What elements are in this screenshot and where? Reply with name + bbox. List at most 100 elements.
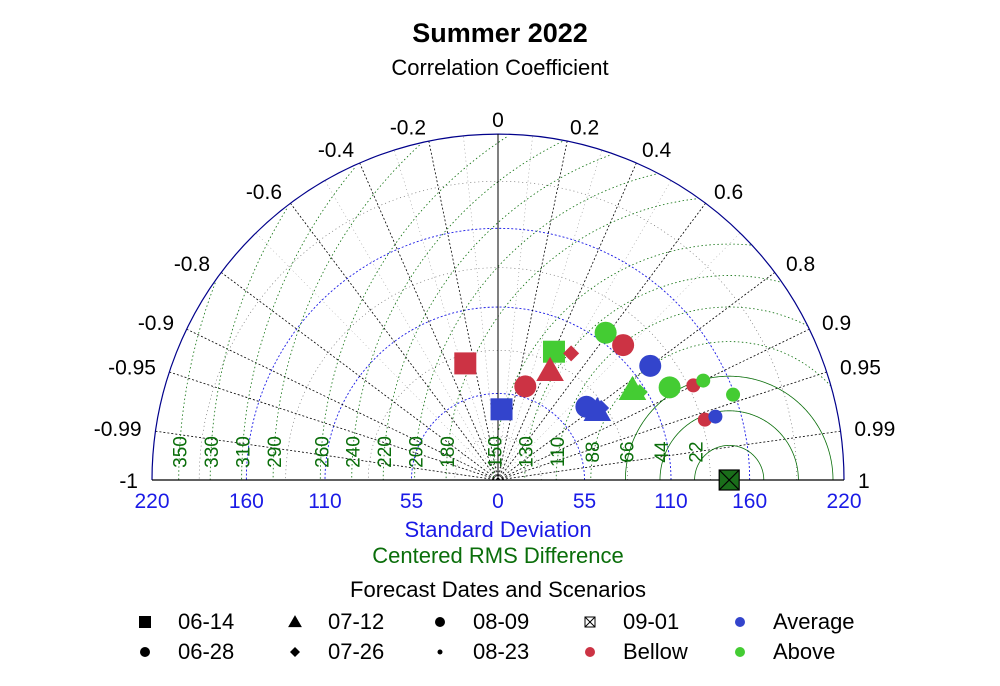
legend-marker <box>288 615 302 628</box>
legend-marker <box>585 647 595 657</box>
correlation-tick-label: 0 <box>492 109 504 132</box>
data-point-06-28-bellow <box>514 375 537 398</box>
data-point-06-28-average <box>639 354 662 377</box>
correlation-tick-label: -0.9 <box>138 312 174 335</box>
rms-label: 240 <box>344 436 365 468</box>
rms-contour <box>445 198 696 481</box>
legend: 06-14 07-12 08-09 09-01 Average 06-28 07-26 08-… <box>139 609 855 664</box>
chart-title: Summer 2022 <box>412 18 588 48</box>
sd-tick-label: 110 <box>654 490 687 513</box>
data-point-08-23-above <box>726 387 741 402</box>
data-point-06-28-above <box>594 321 617 344</box>
x-axis-label-rms: Centered RMS Difference <box>372 543 624 568</box>
sd-tick-label: 160 <box>732 490 767 513</box>
legend-item-above: Above <box>735 639 835 664</box>
correlation-tick-label: -0.6 <box>246 181 282 204</box>
data-point-06-28-above <box>658 376 681 399</box>
data-point-07-12-bellow <box>536 356 564 382</box>
correlation-ray <box>220 272 499 481</box>
legend-label: 07-26 <box>328 639 384 664</box>
legend-label: 07-12 <box>328 609 384 634</box>
data-point-06-28-average <box>575 395 598 418</box>
correlation-ray <box>497 162 637 481</box>
data-point-06-28-bellow <box>612 334 635 357</box>
correlation-minor-ray <box>463 135 499 481</box>
correlation-ray <box>155 430 499 481</box>
correlation-tick-label: 0.99 <box>854 418 895 441</box>
correlation-ray <box>359 162 499 481</box>
legend-title: Forecast Dates and Scenarios <box>350 577 646 602</box>
data-point-08-09-above <box>696 373 711 388</box>
rms-contour <box>555 306 808 481</box>
rms-label: 22 <box>687 441 708 462</box>
sd-tick-label: 55 <box>400 490 423 513</box>
rms-label: 88 <box>583 441 604 462</box>
rms-labels: 22 44 66 88 110 130 150 180 200 220 240 260 290 310 33… <box>171 436 708 468</box>
legend-label: 08-09 <box>473 609 529 634</box>
legend-marker <box>584 616 596 628</box>
sd-tick-label: 110 <box>308 490 341 513</box>
rms-label: 260 <box>312 436 333 468</box>
correlation-tick-label: 0.2 <box>570 116 599 139</box>
legend-label: 09-01 <box>623 609 679 634</box>
rms-label: 110 <box>548 437 569 467</box>
rms-contour <box>414 173 656 481</box>
sd-tick-label: 55 <box>573 490 596 513</box>
rms-contour <box>178 282 216 481</box>
correlation-minor-ray <box>324 180 499 481</box>
correlation-tick-label: 0.95 <box>840 357 881 380</box>
legend-marker <box>435 617 445 627</box>
correlation-minor-ray <box>393 149 499 481</box>
legend-label: 06-14 <box>178 609 234 634</box>
correlation-minor-ray <box>255 232 499 481</box>
rms-label: 66 <box>617 441 638 462</box>
data-points <box>454 321 741 491</box>
correlation-ray <box>497 371 827 481</box>
rms-contour <box>241 167 355 481</box>
x-axis-label: Standard Deviation <box>404 517 591 542</box>
rms-contour <box>272 144 420 481</box>
rms-label: 130 <box>517 436 538 468</box>
rms-label: 200 <box>407 436 428 468</box>
correlation-tick-label: 1 <box>858 470 870 493</box>
correlation-ray <box>497 140 568 481</box>
correlation-minor-ray <box>497 180 672 481</box>
legend-label: Average <box>773 609 855 634</box>
correlation-tick-labels: -1 -0.99 -0.95 -0.9 -0.8 -0.6 -0.4 -0.2 0 0.2 0.4 0… <box>94 109 896 493</box>
correlation-tick-label: 0.8 <box>786 253 815 276</box>
reference-point <box>718 469 740 491</box>
rms-contours <box>178 136 834 481</box>
legend-item-average: Average <box>735 609 855 634</box>
correlation-tick-label: 0.6 <box>714 181 743 204</box>
data-point-08-23-bellow <box>697 412 712 427</box>
legend-label: Bellow <box>623 639 688 664</box>
sd-tick-label: 160 <box>229 490 264 513</box>
rms-contour <box>659 410 799 481</box>
legend-marker <box>140 647 150 657</box>
correlation-tick-label: 0.4 <box>642 139 672 162</box>
rms-label: 310 <box>234 436 255 468</box>
sd-tick-label: 220 <box>134 490 169 513</box>
legend-item-08-09: 08-09 <box>435 609 529 634</box>
sd-tick-label: 0 <box>492 490 504 513</box>
correlation-minor-ray <box>497 149 603 481</box>
correlation-ray <box>497 328 810 481</box>
correlation-ray <box>290 202 499 481</box>
legend-item-07-12: 07-12 <box>288 609 384 634</box>
rms-contour <box>319 136 507 481</box>
legend-item-07-26: 07-26 <box>290 639 384 664</box>
correlation-minor-ray <box>497 232 741 481</box>
legend-marker <box>139 616 151 628</box>
rms-contour <box>492 243 751 481</box>
legend-label: 06-28 <box>178 639 234 664</box>
data-point-06-14-bellow <box>454 352 477 375</box>
legend-item-09-01: 09-01 <box>584 609 679 634</box>
legend-marker <box>735 617 745 627</box>
data-point-07-26-average <box>593 399 610 416</box>
data-point-08-23-average <box>708 409 723 424</box>
sd-tick-labels: 220 160 110 55 0 55 110 160 220 <box>134 490 861 513</box>
correlation-tick-label: -0.4 <box>318 139 355 162</box>
rms-contour <box>382 155 610 481</box>
rms-contour <box>624 375 834 481</box>
sd-grid-arc <box>411 393 585 481</box>
